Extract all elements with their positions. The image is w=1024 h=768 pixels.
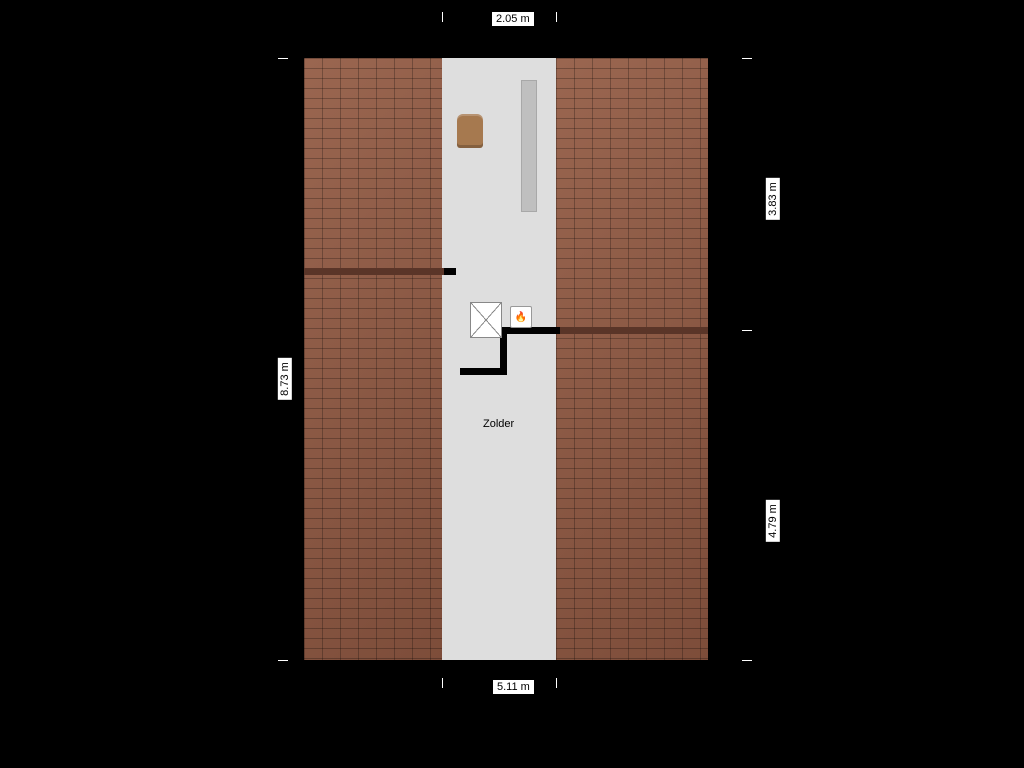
- roof-beam-left: [304, 268, 444, 275]
- tick: [742, 330, 752, 331]
- roof-right: [556, 58, 708, 660]
- tick: [742, 660, 752, 661]
- roof-left: [304, 58, 442, 660]
- tick: [442, 678, 443, 688]
- room-label-zolder: Zolder: [483, 418, 514, 430]
- dimension-right-lower: 4.79 m: [766, 500, 780, 542]
- tick: [278, 660, 288, 661]
- dimension-left: 8.73 m: [278, 358, 292, 400]
- tick: [442, 12, 443, 22]
- dimension-top: 2.05 m: [492, 12, 534, 26]
- tick: [742, 58, 752, 59]
- attic-floor: [442, 58, 556, 660]
- tick: [556, 678, 557, 688]
- floorplan-canvas: 🔥 Zolder 2.05 m 5.11 m 8.73 m 3.83 m 4.7…: [0, 0, 1024, 768]
- column: [521, 80, 537, 212]
- tick: [278, 58, 288, 59]
- beam-stub: [444, 268, 456, 275]
- boiler-icon: 🔥: [510, 306, 532, 328]
- dimension-right-upper: 3.83 m: [766, 178, 780, 220]
- chair-icon: [457, 114, 483, 148]
- floor-hatch-icon: [470, 302, 502, 338]
- flame-icon: 🔥: [515, 312, 527, 323]
- dimension-bottom: 5.11 m: [493, 680, 534, 694]
- roof-beam-right: [556, 327, 708, 334]
- wall-horizontal-lower: [460, 368, 507, 375]
- wall-horizontal-upper: [500, 327, 560, 334]
- tick: [556, 12, 557, 22]
